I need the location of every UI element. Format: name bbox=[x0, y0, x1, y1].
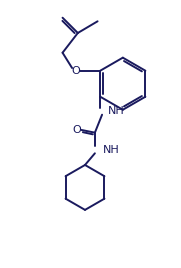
Text: O: O bbox=[72, 66, 80, 76]
Text: O: O bbox=[73, 125, 81, 135]
Text: NH: NH bbox=[103, 145, 120, 155]
Text: NH: NH bbox=[108, 106, 125, 116]
